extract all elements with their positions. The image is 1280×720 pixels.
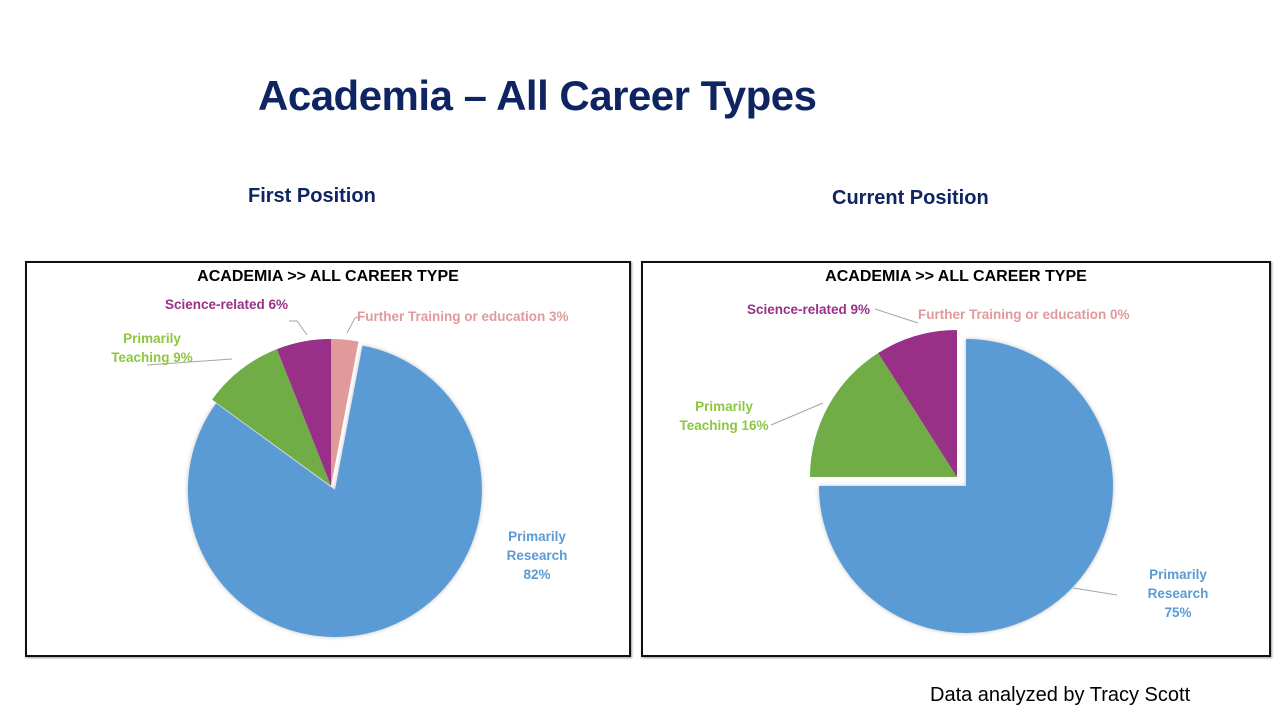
right-chart-panel: ACADEMIA >> ALL CAREER TYPE Science-rela… — [641, 261, 1271, 657]
left-pie-slices — [187, 338, 482, 637]
left-chart-title: ACADEMIA >> ALL CAREER TYPE — [197, 268, 459, 285]
right-pie-chart — [770, 308, 1118, 633]
label-science-related: Science-related 6% — [165, 297, 289, 312]
left-pie-chart — [146, 315, 482, 637]
label-further-training: Further Training or education 0% — [918, 307, 1130, 322]
label-science-related: Science-related 9% — [747, 302, 871, 317]
label-further-training: Further Training or education 3% — [357, 309, 569, 324]
right-chart-title: ACADEMIA >> ALL CAREER TYPE — [825, 268, 1087, 285]
left-chart-panel: ACADEMIA >> ALL CAREER TYPE Science-rela… — [25, 261, 631, 657]
slice-science-related — [276, 338, 331, 486]
slide-title: Academia – All Career Types — [258, 72, 817, 119]
slice-primarily-research — [187, 345, 482, 637]
slice-primarily-research — [819, 339, 1113, 633]
subtitle-first-position: First Position — [248, 185, 376, 207]
subtitle-current-position: Current Position — [832, 187, 989, 209]
slice-further-training — [331, 339, 359, 486]
slice-science-related — [878, 330, 957, 477]
data-credit: Data analyzed by Tracy Scott — [930, 684, 1191, 706]
label-primarily-research: Primarily Research 75% — [1147, 567, 1209, 620]
slice-primarily-teaching — [810, 353, 957, 477]
slice-primarily-teaching — [212, 349, 331, 486]
label-primarily-teaching: Primarily Teaching 16% — [679, 399, 769, 433]
right-pie-slices — [810, 330, 1113, 633]
label-primarily-research: Primarily Research 82% — [506, 529, 568, 582]
label-primarily-teaching: Primarily Teaching 9% — [111, 331, 193, 365]
